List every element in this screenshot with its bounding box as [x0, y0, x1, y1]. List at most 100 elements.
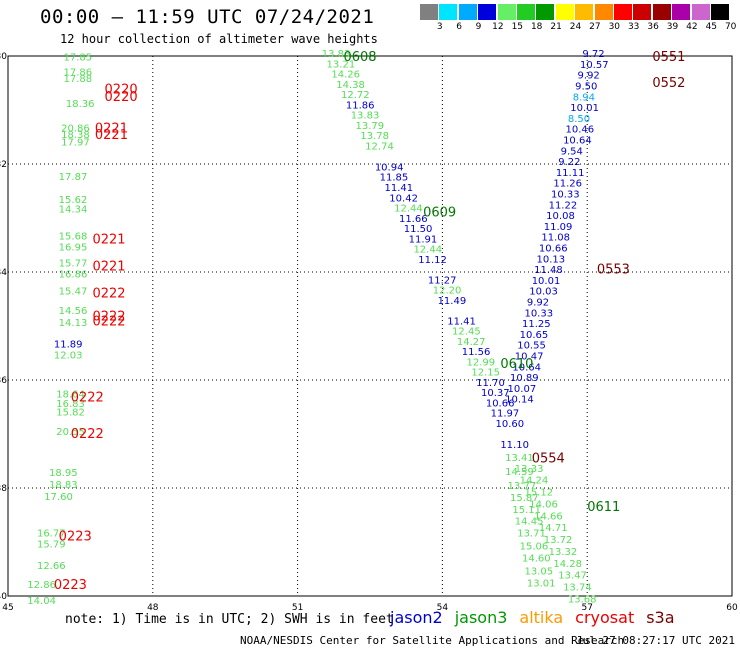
- scale-label: 30: [608, 22, 621, 32]
- x-tick-label: 51: [292, 603, 303, 613]
- pass-time-label: 0220: [105, 82, 138, 97]
- swh-value: 15.06: [520, 542, 549, 553]
- swh-value: 12.15: [471, 368, 500, 379]
- swh-value: 12.03: [54, 350, 83, 361]
- swh-value: 20.86: [61, 124, 90, 135]
- swh-value: 18.83: [49, 480, 78, 491]
- map-subtitle: 12 hour collection of altimeter wave hei…: [60, 32, 378, 46]
- swh-value: 11.49: [438, 296, 467, 307]
- scale-label: 12: [492, 22, 504, 32]
- swh-value: 11.09: [544, 222, 573, 233]
- scale-label: 45: [705, 22, 718, 32]
- swh-value: 11.48: [534, 265, 563, 276]
- scale-label: 39: [666, 22, 679, 32]
- swh-value: 16.95: [59, 242, 88, 253]
- swh-value: 11.89: [54, 340, 83, 351]
- swh-value: 11.11: [556, 168, 585, 179]
- swh-value: 11.25: [522, 319, 551, 330]
- swh-value: 10.94: [375, 162, 404, 173]
- swh-value: 13.21: [327, 59, 356, 70]
- swh-value: 10.33: [551, 189, 580, 200]
- scale-swatch: [691, 4, 710, 20]
- pass-time-label: 0551: [652, 50, 685, 65]
- scale-swatch: [652, 4, 671, 20]
- swh-value: 9.50: [575, 81, 597, 92]
- scale-label: 6: [456, 22, 462, 32]
- swh-value: 17.85: [64, 52, 93, 63]
- swh-value: 12.66: [37, 561, 66, 572]
- swh-value: 14.04: [27, 596, 56, 607]
- swh-value: 15.11: [512, 505, 541, 516]
- swh-value: 11.12: [418, 255, 447, 266]
- swh-value: 13.72: [544, 535, 573, 546]
- pass-time-label: 0223: [59, 530, 92, 545]
- swh-value: 15.62: [59, 195, 88, 206]
- swh-value: 11.56: [462, 347, 491, 358]
- swh-value: 16.77: [37, 529, 66, 540]
- swh-value: 10.55: [517, 341, 546, 352]
- pass-time-label: 0611: [587, 500, 620, 515]
- legend-item-jason3: jason3: [454, 608, 508, 627]
- pass-time-label: 0221: [95, 128, 128, 143]
- swh-value: 10.66: [486, 398, 515, 409]
- pass-time-label: 0222: [92, 309, 125, 324]
- pass-time-label: 0221: [92, 260, 125, 275]
- pass-time-label: 0610: [500, 357, 533, 372]
- swh-value: 13.33: [515, 464, 544, 475]
- swh-value: 11.66: [399, 214, 428, 225]
- map-frame: [7, 55, 733, 597]
- swh-value: 12.44: [394, 204, 423, 215]
- pass-time-label: 0222: [92, 315, 125, 330]
- swh-value: 10.47: [515, 351, 544, 362]
- swh-value: 10.46: [565, 125, 594, 136]
- swh-value: 20.55: [56, 427, 85, 438]
- swh-value: 15.77: [59, 259, 88, 270]
- y-tick-label: -36: [0, 376, 7, 386]
- pass-time-label: 0222: [71, 427, 104, 442]
- swh-value: 12.74: [365, 141, 394, 152]
- x-tick-label: 54: [437, 603, 449, 613]
- swh-value: 8.50: [568, 114, 590, 125]
- legend-item-altika: altika: [519, 608, 564, 627]
- swh-value: 11.91: [409, 234, 438, 245]
- scale-label: 9: [475, 22, 482, 32]
- swh-value: 10.65: [520, 330, 549, 341]
- scale-swatch: [536, 4, 555, 20]
- swh-value: 15.12: [524, 488, 553, 499]
- swh-value: 13.83: [322, 49, 351, 60]
- pass-time-label: 0609: [423, 206, 456, 221]
- scale-label: 33: [627, 22, 640, 32]
- swh-value: 11.41: [447, 316, 476, 327]
- swh-value: 11.97: [491, 409, 520, 420]
- scale-label: 21: [550, 22, 562, 32]
- y-tick-label: -34: [0, 268, 7, 278]
- scale-label: 3: [436, 22, 443, 32]
- scale-swatch: [575, 4, 594, 20]
- swh-value: 17.86: [64, 67, 93, 78]
- pass-time-label: 0221: [95, 121, 128, 136]
- map-title: 00:00 – 11:59 UTC 07/24/2021: [40, 6, 375, 28]
- swh-value: 17.87: [59, 172, 88, 183]
- pass-time-label: 0553: [597, 262, 630, 277]
- scale-label: 36: [647, 22, 659, 32]
- swh-value: 14.66: [534, 511, 563, 522]
- swh-value: 14.26: [331, 70, 360, 81]
- swh-value: 13.68: [568, 594, 597, 605]
- swh-value: 13.47: [558, 571, 587, 582]
- swh-value: 18.36: [66, 99, 95, 110]
- swh-value: 10.08: [546, 211, 575, 222]
- swh-value: 14.27: [457, 337, 486, 348]
- swh-value: 13.41: [505, 453, 534, 464]
- swh-value: 10.03: [529, 287, 558, 298]
- swh-value: 14.28: [553, 559, 582, 570]
- scale-swatch: [478, 4, 497, 20]
- pass-time-label: 0220: [105, 90, 138, 105]
- pass-time-label: 0221: [92, 233, 125, 248]
- swh-value: 14.60: [522, 553, 551, 564]
- swh-value: 10.60: [495, 419, 524, 430]
- swh-value: 10.42: [389, 193, 418, 204]
- swh-value: 18.38: [61, 130, 90, 141]
- swh-value: 9.72: [582, 49, 604, 60]
- scale-label: 27: [589, 22, 601, 32]
